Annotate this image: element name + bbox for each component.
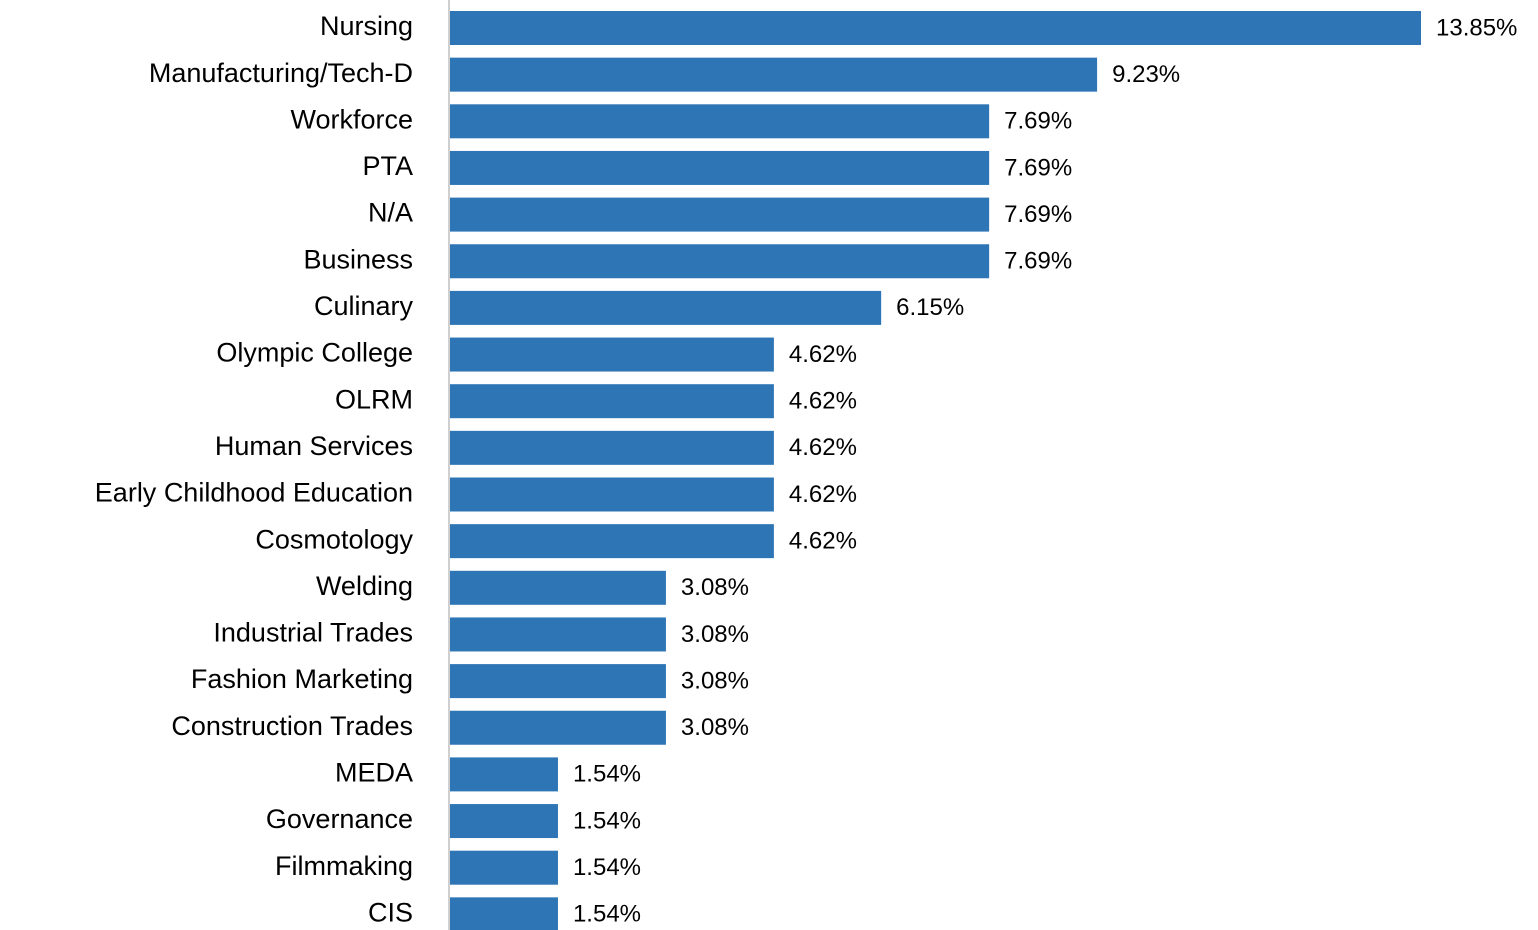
value-label: 3.08% [681, 621, 749, 648]
bar [450, 337, 774, 372]
bar [450, 104, 990, 139]
category-label: Governance [266, 804, 413, 834]
bar [450, 384, 774, 419]
bar [450, 11, 1421, 45]
category-label: Culinary [314, 291, 414, 321]
value-label: 1.54% [573, 807, 641, 834]
category-label: Industrial Trades [213, 618, 413, 648]
bar [450, 150, 990, 185]
bar [450, 850, 558, 885]
category-label: Filmmaking [275, 851, 413, 881]
bar [450, 524, 774, 559]
bar [450, 244, 990, 279]
bar [450, 710, 666, 745]
category-label: Human Services [215, 431, 413, 461]
value-label: 4.62% [789, 388, 857, 415]
value-label: 4.62% [789, 527, 857, 554]
value-label: 1.54% [573, 854, 641, 881]
bar [450, 477, 774, 512]
bar [450, 570, 666, 605]
category-label: Fashion Marketing [191, 664, 413, 694]
category-label: Business [303, 244, 413, 274]
bar [450, 290, 882, 325]
bar [450, 617, 666, 652]
category-label: OLRM [335, 384, 413, 414]
category-label: MEDA [335, 758, 413, 788]
value-label: 4.62% [789, 434, 857, 461]
value-label: 3.08% [681, 667, 749, 694]
bar [450, 197, 990, 232]
value-label: 3.08% [681, 574, 749, 601]
value-label: 6.15% [896, 294, 964, 321]
category-label: Nursing [320, 11, 413, 41]
bar [450, 664, 666, 699]
category-label: Manufacturing/Tech-D [149, 58, 413, 88]
value-label: 3.08% [681, 714, 749, 741]
bar [450, 57, 1098, 92]
category-label: Cosmotology [255, 524, 413, 554]
value-label: 7.69% [1004, 108, 1072, 135]
category-label: PTA [362, 151, 413, 181]
value-label: 4.62% [789, 341, 857, 368]
category-label: Welding [316, 571, 413, 601]
bar [450, 897, 558, 930]
value-label: 1.54% [573, 901, 641, 928]
category-label: Workforce [290, 104, 413, 134]
bar [450, 430, 774, 465]
category-label: Early Childhood Education [95, 478, 413, 508]
value-label: 13.85% [1436, 14, 1517, 41]
category-label: Olympic College [216, 338, 413, 368]
bar [450, 804, 558, 839]
value-label: 7.69% [1004, 201, 1072, 228]
category-label: CIS [368, 897, 413, 927]
category-label: Construction Trades [171, 711, 413, 741]
value-label: 9.23% [1112, 61, 1180, 88]
value-label: 4.62% [789, 481, 857, 508]
value-label: 7.69% [1004, 248, 1072, 275]
bar [450, 757, 558, 792]
value-label: 7.69% [1004, 154, 1072, 181]
category-label: N/A [368, 198, 413, 228]
value-label: 1.54% [573, 761, 641, 788]
